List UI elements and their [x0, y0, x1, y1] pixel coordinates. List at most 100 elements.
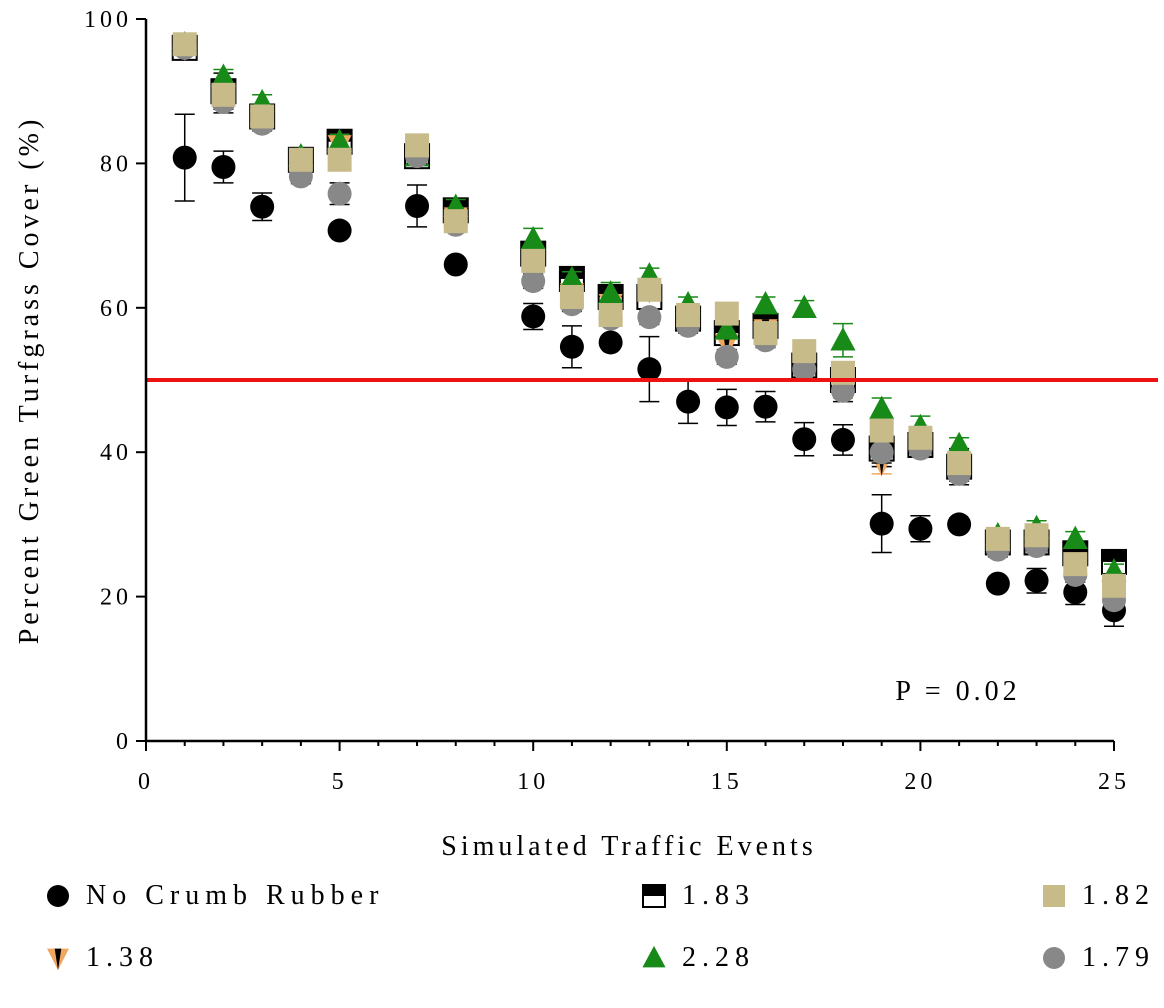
data-point	[985, 526, 1010, 551]
data-point	[985, 571, 1010, 596]
data-point	[946, 431, 972, 456]
data-point	[288, 147, 313, 172]
legend-marker-icon	[1043, 947, 1065, 969]
data-point	[676, 303, 701, 328]
data-point	[1062, 525, 1088, 550]
data-point	[1063, 580, 1088, 605]
data-point	[637, 357, 662, 382]
x-tick-label: 5	[332, 769, 348, 795]
data-point	[443, 252, 468, 277]
data-point	[753, 321, 778, 346]
legend-marker-icon	[47, 885, 69, 907]
data-point	[1102, 573, 1126, 598]
series-1-83	[171, 34, 1127, 575]
data-point	[869, 440, 894, 465]
data-point	[250, 104, 275, 129]
x-tick-label: 20	[904, 769, 936, 795]
y-tick-label: 100	[84, 7, 132, 33]
series-no-crumb-rubber	[172, 113, 1126, 627]
data-point	[830, 427, 855, 452]
data-point	[792, 357, 817, 382]
y-tick-label: 20	[100, 585, 132, 611]
legend-marker-icon	[642, 945, 666, 968]
data-point	[327, 147, 352, 172]
x-tick-label: 15	[711, 769, 743, 795]
y-axis-title: Percent Green Turfgrass Cover (%)	[14, 116, 45, 645]
y-tick-label: 60	[100, 296, 132, 322]
data-point	[676, 389, 701, 414]
data-point	[172, 145, 197, 170]
legend-label: 1.79	[1082, 942, 1155, 973]
legend-marker-icon	[47, 948, 69, 971]
data-point	[714, 301, 739, 326]
data-point	[598, 303, 623, 328]
x-tick-label: 10	[517, 769, 549, 795]
x-axis-title: Simulated Traffic Events	[441, 831, 816, 862]
legend-item: 1.83	[640, 880, 755, 912]
data-point	[559, 334, 584, 359]
data-point	[559, 284, 584, 309]
data-point	[908, 516, 933, 541]
data-point	[1024, 523, 1049, 548]
legend-label: 1.38	[86, 942, 159, 973]
data-point	[753, 394, 778, 419]
data-point	[598, 330, 623, 355]
data-point	[714, 316, 740, 340]
data-point	[791, 294, 817, 318]
data-point	[752, 290, 779, 315]
y-tick-label: 80	[100, 151, 132, 177]
scatter-chart: 0 5 10 15 20 25 0 20 40 60 80 100 Simulated Traffic…	[14, 7, 1158, 862]
data-point	[947, 451, 972, 476]
legend-label: 1.83	[682, 880, 755, 911]
series-1-79	[172, 35, 1126, 613]
data-point	[405, 193, 430, 218]
data-point	[327, 181, 352, 206]
x-tick-label: 25	[1098, 769, 1130, 795]
data-point	[172, 32, 197, 57]
data-point	[327, 218, 352, 243]
data-point	[211, 82, 236, 107]
legend-item: 2.28	[640, 942, 755, 974]
data-point	[520, 226, 546, 250]
plot-area	[171, 31, 1127, 627]
data-point	[714, 344, 739, 369]
data-point	[559, 265, 585, 290]
legend-label: 1.82	[1082, 880, 1155, 911]
data-point	[869, 511, 894, 536]
data-point	[869, 418, 894, 443]
data-point	[327, 128, 353, 152]
data-point	[598, 280, 624, 304]
data-point	[521, 304, 546, 329]
data-point	[714, 395, 739, 420]
data-point	[521, 248, 546, 273]
data-point	[869, 395, 895, 420]
data-point	[637, 277, 662, 302]
legend-label: 2.28	[682, 942, 755, 973]
data-point	[405, 133, 430, 158]
axes: 0 5 10 15 20 25 0 20 40 60 80 100	[84, 7, 1130, 795]
data-point	[637, 305, 662, 330]
legend-item: 1.79	[1040, 942, 1155, 974]
legend-item: 1.38	[44, 942, 159, 974]
legend-marker-icon	[1043, 885, 1065, 907]
data-point	[1024, 568, 1049, 593]
legend-item: 1.82	[1040, 880, 1155, 912]
data-point	[250, 194, 275, 219]
y-tick-label: 0	[116, 729, 132, 755]
data-point	[211, 155, 236, 180]
y-tick-label: 40	[100, 440, 132, 466]
data-point	[1063, 552, 1088, 577]
legend-item: No Crumb Rubber	[44, 880, 384, 912]
data-point	[521, 269, 546, 294]
data-point	[908, 425, 933, 450]
legend-label: No Crumb Rubber	[86, 880, 385, 911]
x-tick-label: 0	[138, 769, 154, 795]
data-point	[830, 327, 856, 351]
data-point	[792, 427, 817, 452]
data-point	[947, 512, 972, 537]
legend: No Crumb Rubber 1.83 1.82 1.38 2.28 1.79	[0, 870, 1164, 1008]
data-point	[792, 339, 817, 364]
legend-marker-icon	[642, 884, 666, 908]
p-value-annotation: P = 0.02	[895, 676, 1020, 707]
data-point	[443, 209, 468, 234]
